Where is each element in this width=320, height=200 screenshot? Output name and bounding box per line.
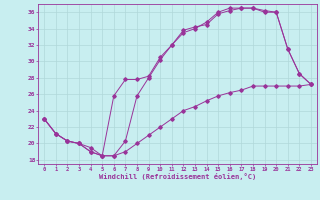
X-axis label: Windchill (Refroidissement éolien,°C): Windchill (Refroidissement éolien,°C) <box>99 173 256 180</box>
